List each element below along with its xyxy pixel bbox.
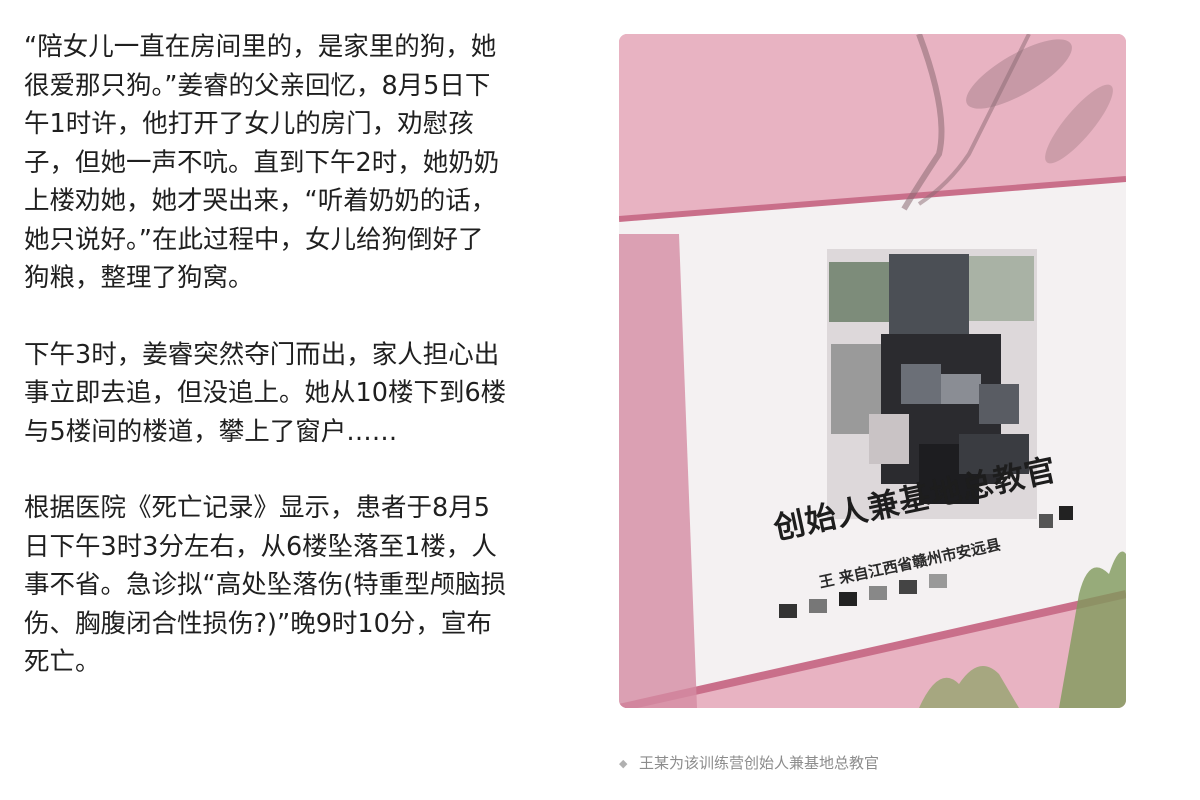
- text-line: 事立即去追，但没追上。她从10楼下到6楼: [24, 378, 507, 408]
- article-photo[interactable]: 创始人兼基地总教官 王 来自江西省赣州市安远县: [619, 34, 1126, 708]
- text-line: 日下午3时3分左右，从6楼坠落至1楼，人: [24, 531, 497, 562]
- text-line: 死亡。: [24, 647, 101, 677]
- text-line: 她只说好。”在此过程中，女儿给狗倒好了: [24, 224, 484, 255]
- text-line: 很爱那只狗。”姜睿的父亲回忆，8月5日下: [24, 70, 491, 101]
- text-line: “陪女儿一直在房间里的，是家里的狗，她: [24, 32, 497, 62]
- text-line: 上楼劝她，她才哭出来，“听着奶奶的话，: [24, 186, 497, 216]
- text-line: 狗粮，整理了狗窝。: [24, 263, 254, 293]
- text-line: 子，但她一声不吭。直到下午2时，她奶奶: [24, 147, 500, 178]
- text-line: 事不省。急诊拟“高处坠落伤(特重型颅脑损: [24, 570, 507, 600]
- text-line: 午1时许，他打开了女儿的房门，劝慰孩: [24, 109, 474, 139]
- text-line: 下午3时，姜睿突然夺门而出，家人担心出: [24, 339, 500, 370]
- paragraph-1: “陪女儿一直在房间里的，是家里的狗，她 很爱那只狗。”姜睿的父亲回忆，8月5日下…: [24, 28, 589, 298]
- paragraph-2: 下午3时，姜睿突然夺门而出，家人担心出 事立即去追，但没追上。她从10楼下到6楼…: [24, 336, 589, 452]
- text-line: 根据医院《死亡记录》显示，患者于8月5: [24, 493, 490, 523]
- text-line: 与5楼间的楼道，攀上了窗户……: [24, 416, 398, 447]
- billboard-illustration: [619, 34, 1126, 708]
- text-line: 伤、胸腹闭合性损伤?)”晚9时10分，宣布: [24, 608, 492, 639]
- paragraph-3: 根据医院《死亡记录》显示，患者于8月5 日下午3时3分左右，从6楼坠落至1楼，人…: [24, 489, 589, 682]
- caption-text: 王某为该训练营创始人兼基地总教官: [639, 754, 880, 772]
- diamond-icon: ◆: [619, 757, 628, 770]
- photo-caption: ◆ 王某为该训练营创始人兼基地总教官: [619, 752, 1139, 773]
- article-text: “陪女儿一直在房间里的，是家里的狗，她 很爱那只狗。”姜睿的父亲回忆，8月5日下…: [24, 28, 589, 682]
